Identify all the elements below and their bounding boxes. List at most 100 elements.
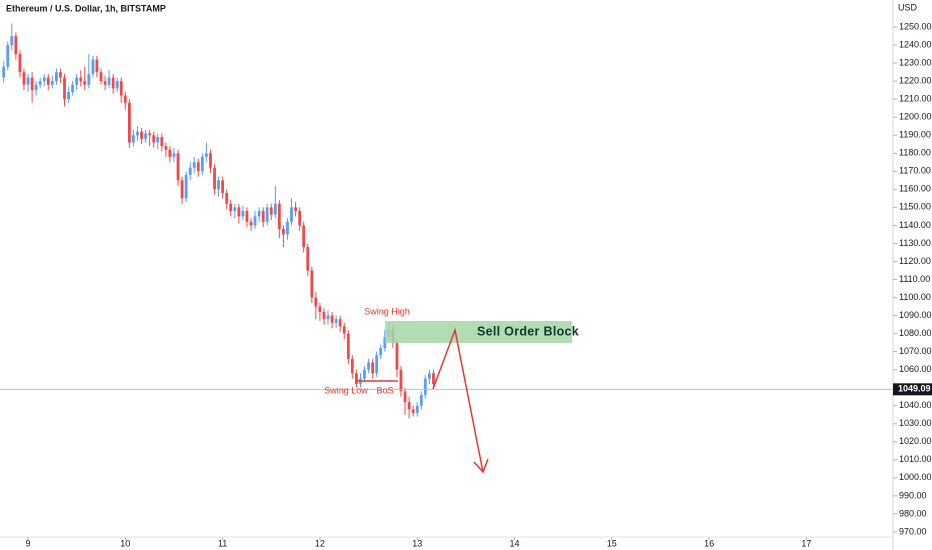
candle-body — [261, 210, 265, 222]
candle-body — [306, 247, 310, 271]
candle-body — [217, 180, 220, 190]
candle-body — [71, 84, 74, 92]
y-tick-label: 1030.00 — [899, 418, 932, 428]
y-tick-label: 990.00 — [899, 490, 927, 500]
candle-body — [50, 81, 54, 85]
candle-body — [164, 146, 168, 150]
candle-body — [375, 355, 379, 374]
candle-body — [115, 81, 119, 89]
chart-title: Ethereum / U.S. Dollar, 1h, BITSTAMP — [6, 3, 166, 13]
x-tick-label: 17 — [801, 538, 811, 548]
candle-body — [168, 149, 172, 157]
y-tick-label: 1140.00 — [899, 220, 931, 230]
candle-body — [326, 315, 330, 320]
candle-body — [131, 135, 135, 143]
candle-body — [350, 358, 354, 374]
candle-body — [432, 373, 435, 385]
candle-body — [395, 342, 399, 370]
candle-body — [196, 162, 200, 172]
candle-body — [265, 207, 269, 222]
candle-body — [383, 337, 387, 349]
candle-body — [257, 210, 261, 217]
y-tick-label: 1200.00 — [899, 112, 932, 122]
candle-body — [253, 216, 257, 226]
y-axis-label: USD — [898, 2, 918, 12]
candle-body — [119, 81, 123, 96]
candle-body — [233, 207, 237, 211]
y-tick-label: 1250.00 — [899, 21, 932, 31]
candle-body — [342, 326, 346, 334]
y-tick-label: 1000.00 — [899, 472, 932, 482]
swing-low-label: Swing Low — [324, 385, 368, 395]
candle-body — [34, 84, 38, 91]
candle-body — [225, 192, 229, 204]
candle-body — [330, 315, 334, 323]
y-tick-label: 1240.00 — [899, 39, 932, 49]
y-tick-label: 1010.00 — [899, 454, 932, 464]
candle-body — [63, 77, 66, 100]
candle-body — [14, 36, 18, 55]
candle-body — [6, 45, 10, 67]
y-tick-label: 1100.00 — [899, 292, 931, 302]
candle-body — [42, 77, 46, 82]
y-tick-label: 1220.00 — [899, 76, 932, 86]
candle-body — [95, 59, 99, 73]
candle-body — [423, 378, 427, 395]
candle-body — [91, 59, 95, 74]
candle-body — [30, 77, 34, 91]
candle-body — [152, 135, 156, 143]
candle-body — [334, 319, 338, 323]
candle-body — [111, 77, 115, 89]
candle-body — [294, 207, 297, 211]
candle-body — [192, 162, 196, 168]
y-tick-label: 1160.00 — [899, 184, 931, 194]
y-tick-label: 1070.00 — [899, 346, 932, 356]
candle-body — [107, 77, 111, 85]
y-tick-label: 1120.00 — [899, 256, 931, 266]
candle-body — [237, 207, 241, 217]
order-block-zone — [385, 321, 572, 343]
candle-body — [79, 77, 83, 82]
candle-body — [367, 362, 370, 370]
candle-body — [188, 167, 192, 175]
y-tick-label: 980.00 — [899, 508, 927, 518]
candle-body — [200, 156, 204, 172]
x-tick-label: 14 — [510, 538, 520, 548]
candle-body — [38, 81, 42, 85]
candle-body — [286, 221, 289, 235]
candle-body — [83, 81, 87, 85]
y-tick-label: 1080.00 — [899, 328, 932, 338]
candle-body — [2, 66, 6, 78]
swing-high-label: Swing High — [364, 306, 410, 316]
candle-body — [229, 203, 233, 211]
x-tick-label: 11 — [218, 538, 227, 548]
candle-body — [128, 102, 131, 143]
x-tick-label: 12 — [315, 538, 325, 548]
candle-body — [269, 207, 273, 215]
y-tick-label: 970.00 — [899, 526, 927, 536]
y-tick-label: 1130.00 — [899, 238, 931, 248]
candle-body — [290, 207, 293, 222]
zone-label: Sell Order Block — [477, 324, 579, 338]
projection-arrow — [432, 327, 484, 473]
y-tick-label: 1090.00 — [899, 310, 932, 320]
candle-body — [338, 319, 342, 327]
candle-body — [10, 36, 14, 46]
candle-body — [148, 133, 152, 136]
candle-body — [144, 133, 147, 139]
candle-body — [407, 402, 411, 410]
candle-body — [59, 72, 62, 78]
y-tick-label: 1180.00 — [899, 148, 931, 158]
candle-body — [245, 210, 249, 222]
y-tick-label: 1020.00 — [899, 436, 932, 446]
candle-body — [136, 131, 139, 136]
candle-body — [322, 311, 326, 320]
candle-body — [103, 81, 107, 85]
candles — [0, 23, 893, 419]
candle-body — [427, 373, 431, 379]
candle-body — [46, 77, 50, 85]
y-tick-label: 1110.00 — [899, 274, 930, 284]
candle-body — [415, 405, 419, 413]
candle-body — [419, 394, 423, 406]
